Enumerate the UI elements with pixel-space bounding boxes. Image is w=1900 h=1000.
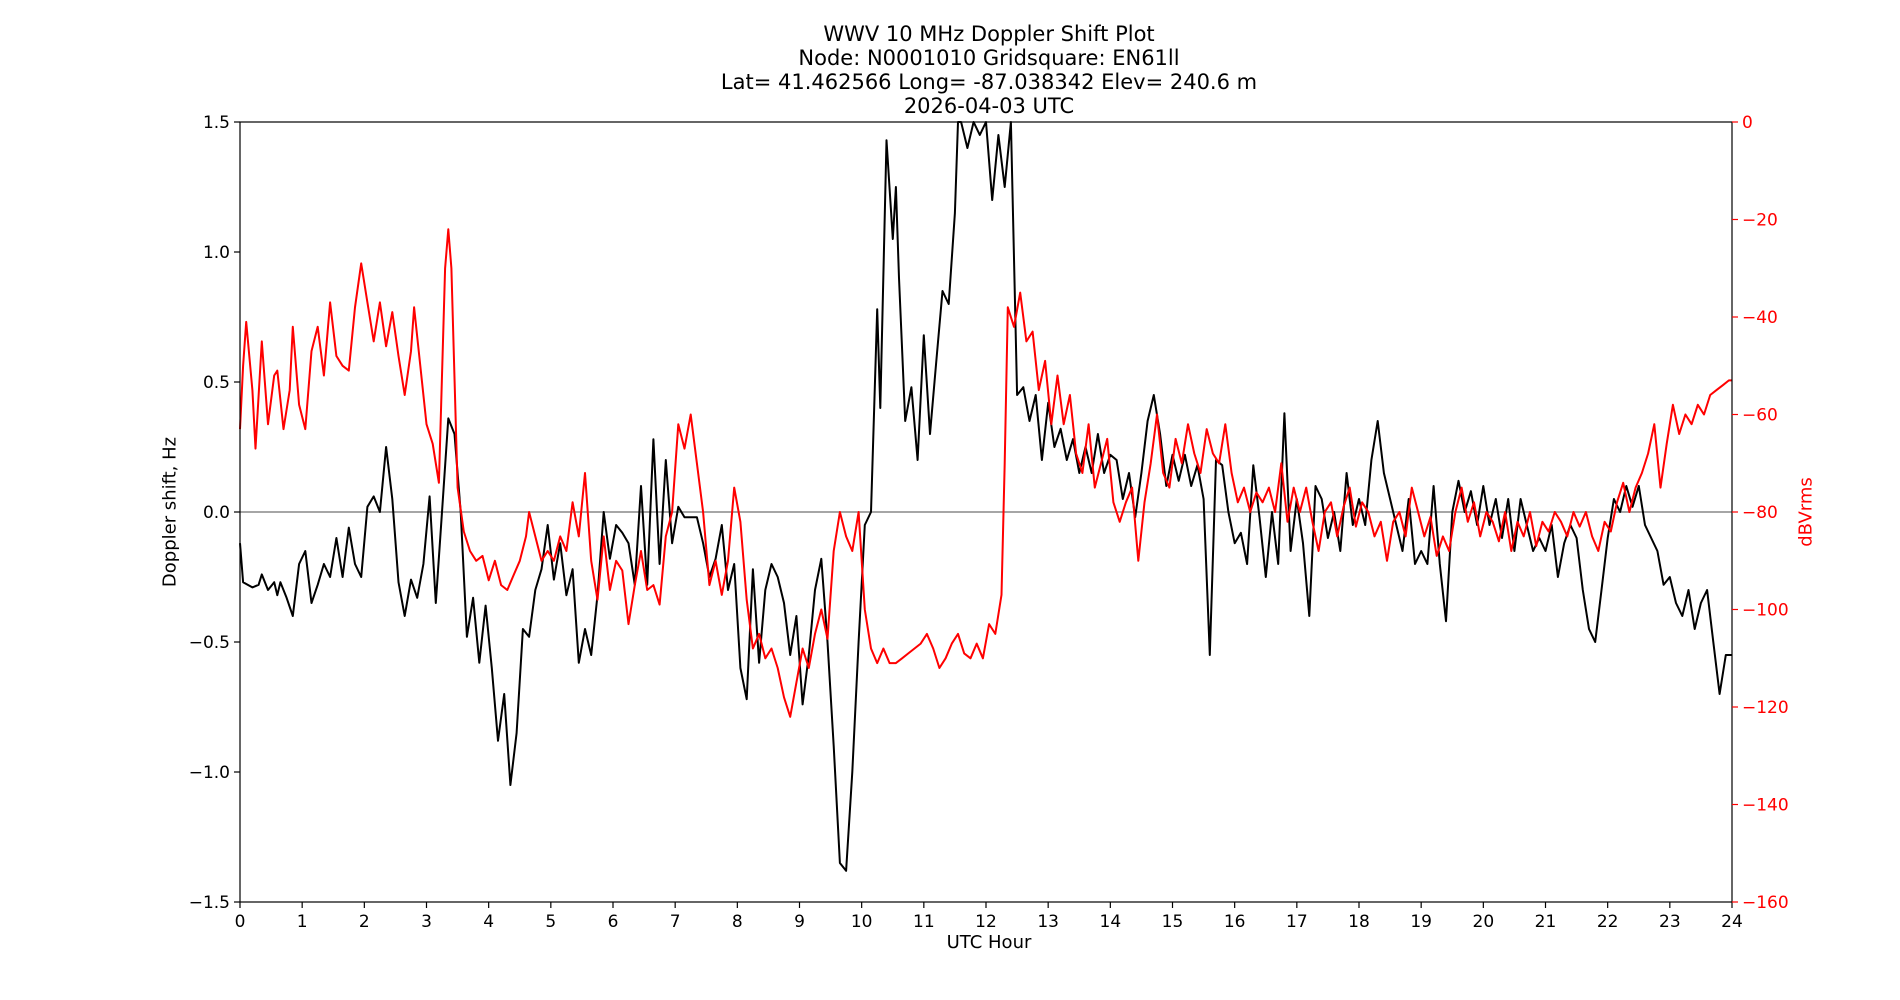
x-tick-label: 13: [1037, 912, 1059, 932]
y2-tick-label: −60: [1742, 406, 1778, 426]
y2-tick-label: −40: [1742, 308, 1778, 328]
title-line-4: 2026-04-03 UTC: [903, 94, 1075, 118]
x-tick-label: 14: [1100, 912, 1122, 932]
series-line-dbvrms: [239, 228, 1732, 718]
y2-tick-label: −140: [1742, 796, 1789, 816]
y2-tick-label: −80: [1742, 503, 1778, 523]
x-tick-label: 23: [1659, 912, 1681, 932]
title-line-3: Lat= 41.462566 Long= -87.038342 Elev= 24…: [720, 70, 1258, 94]
y2-tick-label: −160: [1742, 893, 1789, 913]
x-tick-label: 18: [1348, 912, 1370, 932]
x-tick-label: 9: [794, 912, 805, 932]
y2-tick-label: −100: [1742, 601, 1789, 621]
x-tick-label: 15: [1162, 912, 1184, 932]
y-tick-label: 0.0: [203, 503, 230, 523]
y2-axis-label: dBVrms: [1795, 477, 1817, 547]
y2-tick-label: −120: [1742, 698, 1789, 718]
x-tick-label: 4: [483, 912, 494, 932]
x-tick-label: 24: [1721, 912, 1743, 932]
title-line-2: Node: N0001010 Gridsquare: EN61ll: [798, 46, 1180, 70]
y-axis-label: Doppler shift, Hz: [159, 436, 181, 588]
x-tick-label: 11: [913, 912, 935, 932]
y-tick-label: −1.5: [189, 893, 230, 913]
x-tick-label: 19: [1410, 912, 1432, 932]
x-tick-label: 12: [975, 912, 997, 932]
y-tick-label: −1.0: [189, 763, 230, 783]
x-tick-label: 3: [421, 912, 432, 932]
x-tick-label: 5: [545, 912, 556, 932]
x-tick-label: 6: [608, 912, 619, 932]
x-tick-label: 8: [732, 912, 743, 932]
y2-tick-label: −20: [1742, 211, 1778, 231]
x-tick-label: 0: [235, 912, 246, 932]
y-tick-label: 0.5: [203, 373, 230, 393]
x-tick-label: 16: [1224, 912, 1246, 932]
x-tick-label: 2: [359, 912, 370, 932]
chart-title: WWV 10 MHz Doppler Shift Plot Node: N000…: [0, 22, 1900, 118]
x-tick-label: 20: [1473, 912, 1495, 932]
series-line-doppler: [239, 121, 1732, 872]
title-line-1: WWV 10 MHz Doppler Shift Plot: [823, 22, 1155, 46]
x-tick-label: 22: [1597, 912, 1619, 932]
x-tick-label: 17: [1286, 912, 1308, 932]
x-tick-label: 21: [1535, 912, 1557, 932]
y-tick-label: −0.5: [189, 633, 230, 653]
y-tick-label: 1.0: [203, 243, 230, 263]
y-tick-label: 1.5: [203, 113, 230, 133]
y2-tick-label: 0: [1742, 113, 1753, 133]
x-tick-label: 10: [851, 912, 873, 932]
x-tick-label: 1: [297, 912, 308, 932]
x-tick-label: 7: [670, 912, 681, 932]
x-axis-label: UTC Hour: [946, 932, 1032, 953]
